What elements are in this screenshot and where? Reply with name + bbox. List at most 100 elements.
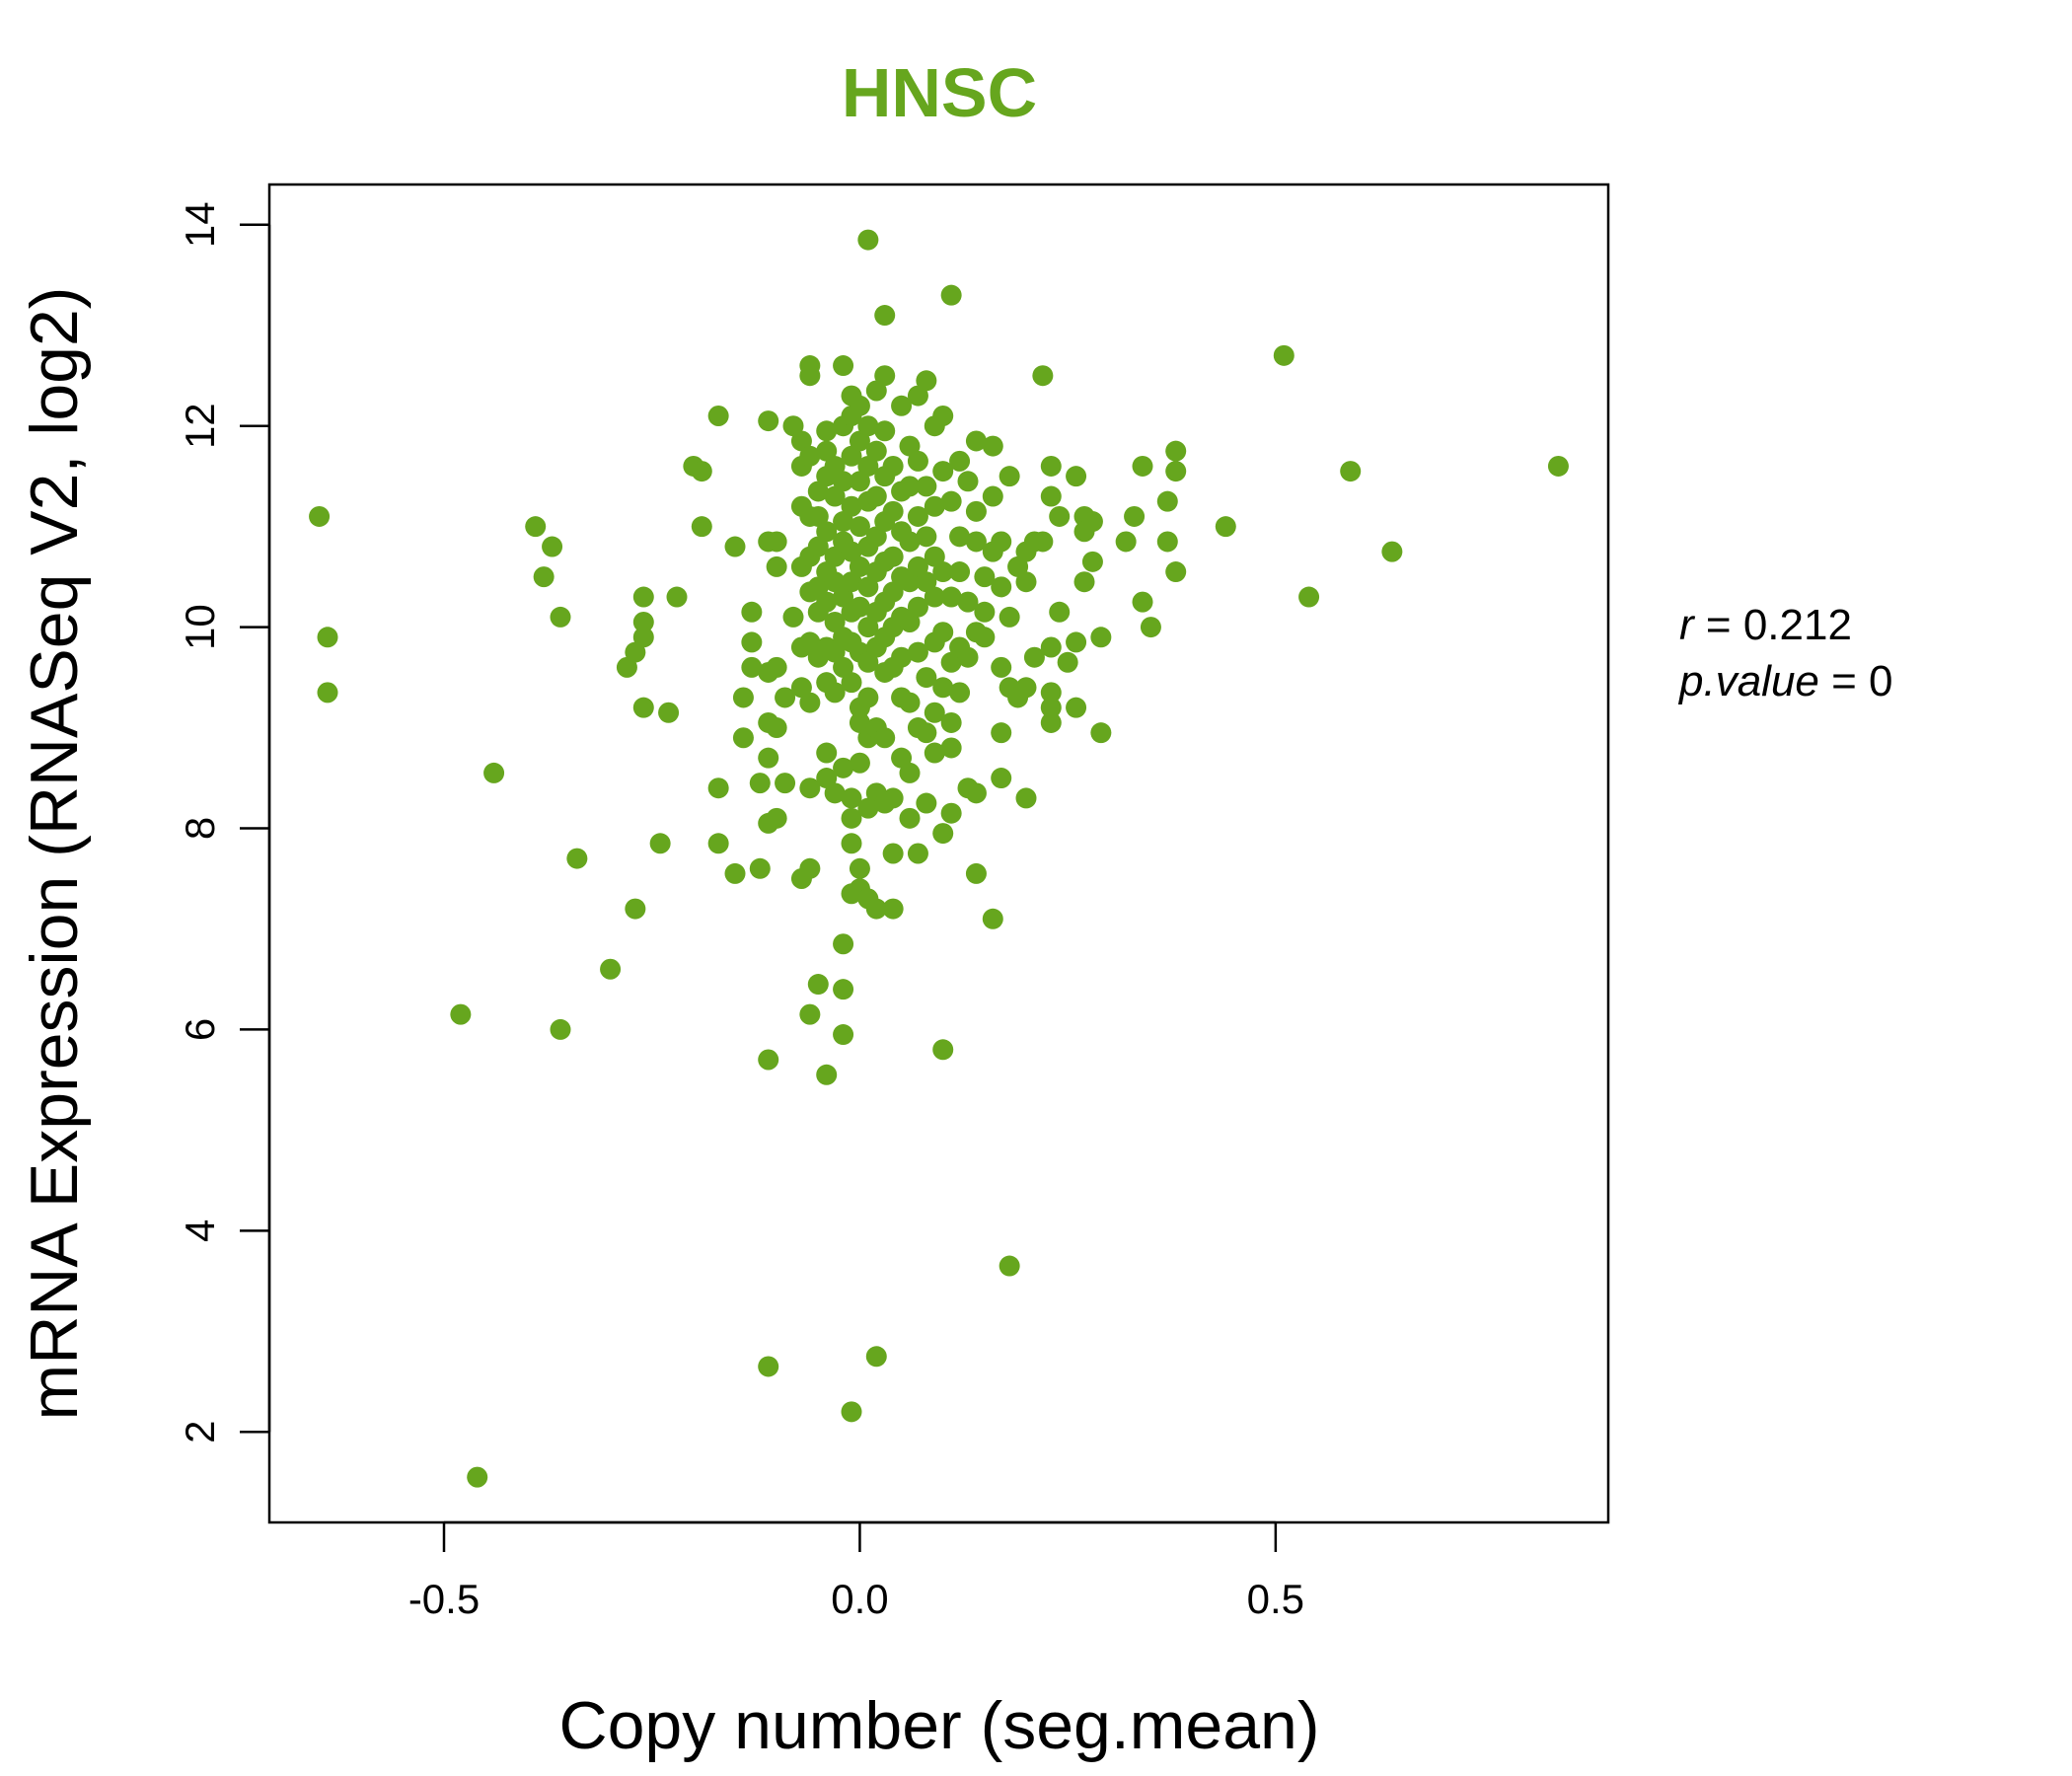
data-point xyxy=(932,622,954,643)
data-point xyxy=(849,395,870,416)
data-point xyxy=(758,1049,779,1071)
data-point xyxy=(940,737,962,759)
data-point xyxy=(833,656,854,678)
data-point xyxy=(949,561,971,583)
data-point xyxy=(317,682,338,703)
data-point xyxy=(799,365,821,387)
data-point xyxy=(824,641,846,663)
data-point xyxy=(799,777,821,799)
data-point xyxy=(1049,601,1071,623)
data-point xyxy=(949,526,971,548)
data-point xyxy=(849,752,870,774)
data-point xyxy=(916,476,937,497)
data-point xyxy=(724,536,746,557)
data-point xyxy=(991,722,1012,744)
x-tick-label: 0.5 xyxy=(1247,1576,1304,1622)
data-point xyxy=(991,531,1012,553)
data-point xyxy=(799,1003,821,1025)
data-point xyxy=(965,862,987,884)
data-point xyxy=(924,546,945,567)
plot-frame xyxy=(267,183,1610,1524)
data-point xyxy=(849,555,870,577)
data-point xyxy=(707,833,729,854)
data-point xyxy=(899,531,921,553)
data-point xyxy=(924,586,945,608)
data-point xyxy=(758,410,779,432)
data-point xyxy=(849,471,870,492)
r-label: r xyxy=(1679,601,1696,649)
data-point xyxy=(1156,490,1178,512)
data-point xyxy=(790,677,812,699)
data-point xyxy=(932,405,954,426)
data-point xyxy=(874,365,896,387)
data-point xyxy=(782,606,804,628)
data-point xyxy=(882,787,904,809)
data-point xyxy=(999,466,1020,487)
data-point xyxy=(600,958,622,980)
data-point xyxy=(833,511,854,533)
plot-area xyxy=(267,183,1610,1524)
data-point xyxy=(824,485,846,507)
x-axis: -0.5 0.0 0.5 xyxy=(408,1520,1304,1622)
data-point xyxy=(857,687,879,708)
y-axis-label: mRNA Expression (RNASeq V2, log2) xyxy=(17,287,92,1421)
data-point xyxy=(816,521,838,543)
data-point xyxy=(625,898,646,920)
data-point xyxy=(758,747,779,769)
data-point xyxy=(775,687,796,708)
data-point xyxy=(841,672,862,694)
data-point xyxy=(824,546,846,567)
data-point xyxy=(924,495,945,517)
data-point xyxy=(882,500,904,522)
data-point xyxy=(1032,531,1054,553)
data-point xyxy=(550,606,571,628)
data-point xyxy=(1165,461,1187,482)
data-point xyxy=(874,420,896,442)
data-point xyxy=(1040,711,1062,733)
data-point xyxy=(924,742,945,764)
data-point xyxy=(974,566,996,588)
data-point xyxy=(807,481,829,502)
data-point xyxy=(658,702,680,723)
data-point xyxy=(816,440,838,462)
data-point xyxy=(949,450,971,472)
data-point xyxy=(816,420,838,442)
data-point xyxy=(865,898,887,920)
data-point xyxy=(816,591,838,613)
data-point xyxy=(807,576,829,598)
data-point xyxy=(782,415,804,437)
data-point xyxy=(1015,677,1037,699)
data-point xyxy=(309,505,331,527)
data-point xyxy=(841,571,862,593)
data-point xyxy=(833,1024,854,1046)
data-point xyxy=(1132,455,1153,477)
data-point xyxy=(666,586,688,608)
chart-title: HNSC xyxy=(842,54,1037,131)
y-tick-label: 8 xyxy=(177,817,223,840)
data-point xyxy=(1081,511,1103,533)
data-point xyxy=(849,711,870,733)
data-point xyxy=(1115,531,1137,553)
data-point xyxy=(1215,516,1236,538)
data-point xyxy=(924,702,945,723)
data-point xyxy=(882,898,904,920)
data-point xyxy=(1081,551,1103,572)
data-point xyxy=(857,415,879,437)
data-point xyxy=(632,697,654,718)
data-point xyxy=(982,435,1003,457)
data-point xyxy=(1066,631,1087,653)
data-point xyxy=(940,586,962,608)
data-point xyxy=(907,596,928,618)
data-point xyxy=(1165,561,1187,583)
data-point xyxy=(741,601,763,623)
data-point xyxy=(790,430,812,452)
data-point xyxy=(550,1018,571,1040)
data-point xyxy=(916,526,937,548)
data-point xyxy=(857,576,879,598)
data-point xyxy=(1298,586,1320,608)
data-point xyxy=(957,591,979,613)
data-point xyxy=(849,857,870,879)
data-point xyxy=(724,862,746,884)
data-point xyxy=(899,692,921,713)
data-point xyxy=(707,777,729,799)
